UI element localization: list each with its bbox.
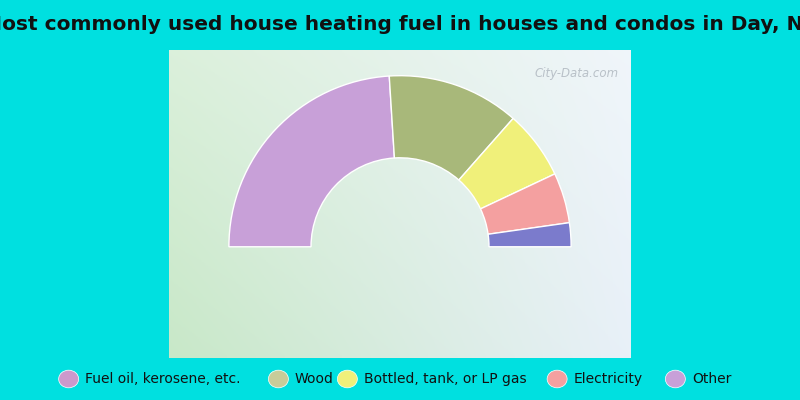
Ellipse shape	[338, 370, 358, 388]
Ellipse shape	[666, 370, 686, 388]
Wedge shape	[390, 76, 513, 180]
Text: City-Data.com: City-Data.com	[535, 67, 619, 80]
Text: Other: Other	[692, 372, 731, 386]
Text: Electricity: Electricity	[574, 372, 642, 386]
Wedge shape	[229, 76, 394, 247]
Ellipse shape	[268, 370, 288, 388]
Wedge shape	[488, 223, 571, 247]
Wedge shape	[481, 174, 570, 234]
Text: Fuel oil, kerosene, etc.: Fuel oil, kerosene, etc.	[85, 372, 241, 386]
Text: Bottled, tank, or LP gas: Bottled, tank, or LP gas	[364, 372, 526, 386]
Wedge shape	[459, 118, 555, 209]
Text: Wood: Wood	[294, 372, 334, 386]
Text: Most commonly used house heating fuel in houses and condos in Day, NY: Most commonly used house heating fuel in…	[0, 16, 800, 34]
Ellipse shape	[547, 370, 567, 388]
Ellipse shape	[58, 370, 78, 388]
